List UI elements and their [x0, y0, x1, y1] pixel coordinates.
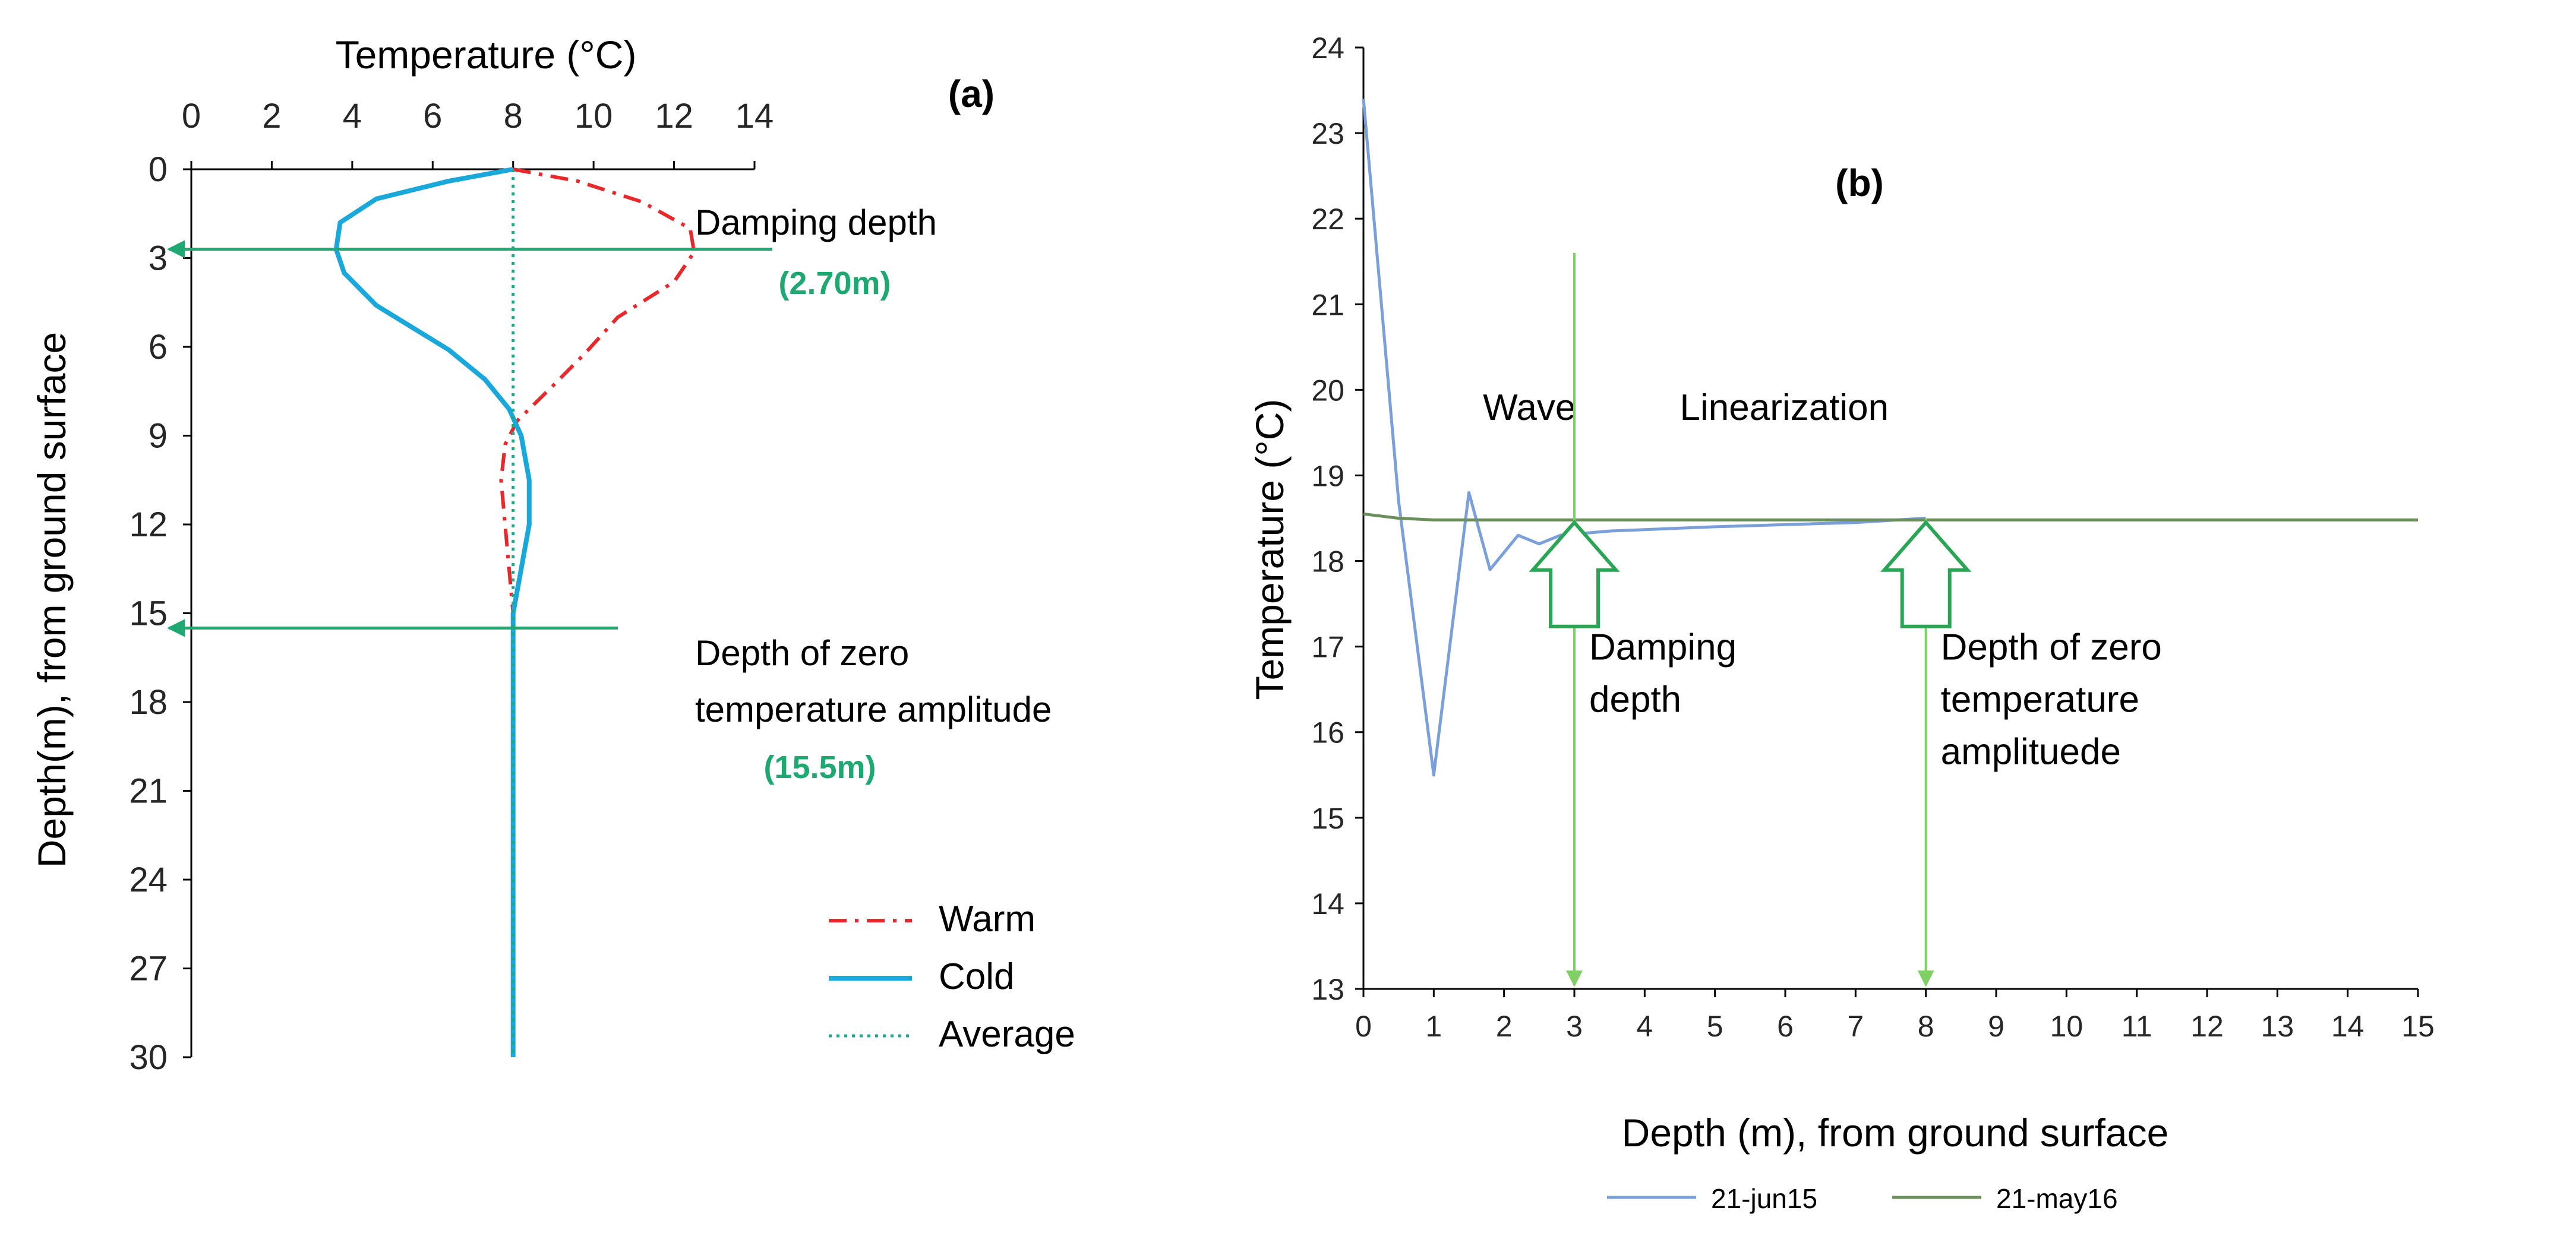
panel-b-marker-hollow-arrow: [1529, 520, 1620, 628]
panel-b-x-tick-label: 10: [2050, 1010, 2083, 1043]
panel-b-annotations: Wave Linearization Damping depth Depth of ze…: [1483, 252, 2162, 987]
panel-b-y-tick-label: 22: [1311, 203, 1344, 236]
panel-b-x-tick-label: 7: [1847, 1010, 1864, 1043]
panel-b-y-axis-title: Temperature (°C): [1248, 399, 1292, 700]
panel-b-marker-label-line: amplituede: [1941, 731, 2121, 772]
panel-b-label: (b): [1835, 162, 1884, 204]
panel-b-series-21-jun15: [1362, 99, 1926, 777]
annotation-zero-amplitude-label-line-2: temperature amplitude: [695, 690, 1052, 729]
panel-a-y-tick-label: 30: [129, 1038, 168, 1077]
panel-b-axes: 0 1 2 3 4 5 6 7 8 9 10 11 12 13 14 15131415161718192021…: [1311, 31, 2434, 1043]
panel-a-x-tick-label: 12: [655, 97, 693, 135]
panel-b-legend-label-21-jun15: 21-jun15: [1711, 1183, 1817, 1214]
panel-b-x-tick-label: 8: [1918, 1010, 1934, 1043]
panel-a-x-tick-label: 4: [343, 97, 362, 135]
panel-b-y-tick-label: 21: [1311, 288, 1344, 321]
panel-a-y-tick-label: 9: [149, 417, 168, 456]
panel-a-legend-label-average: Average: [939, 1014, 1075, 1055]
panel-b-marker-label-line: temperature: [1941, 679, 2139, 720]
panel-a-series-warm: [499, 167, 696, 1057]
panel-b-temperature-profile: (b) Depth (m), from ground surface Tempe…: [1248, 31, 2435, 1214]
panel-a-y-tick-label: 12: [129, 505, 168, 544]
panel-b-x-tick-label: 11: [2122, 1010, 2152, 1043]
panel-a-x-tick-label: 10: [574, 97, 613, 135]
panel-b-x-tick-label: 1: [1425, 1010, 1442, 1043]
panel-a-x-tick-label: 0: [182, 97, 201, 135]
panel-a-y-axis-title: Depth(m), from ground surface: [30, 332, 74, 868]
panel-b-x-tick-label: 2: [1496, 1010, 1513, 1043]
panel-b-legend-label-21-may16: 21-may16: [1996, 1183, 2118, 1214]
panel-a-x-tick-label: 14: [735, 97, 774, 135]
panel-a-annotations: Damping depth (2.70m) Depth of zero temp…: [167, 203, 1052, 785]
panel-b-y-tick-label: 20: [1311, 374, 1344, 407]
panel-b-x-tick-label: 5: [1707, 1010, 1723, 1043]
panel-b-x-tick-label: 3: [1566, 1010, 1583, 1043]
panel-b-marker-label-line: depth: [1589, 679, 1681, 720]
panel-a-legend-label-cold: Cold: [939, 956, 1015, 997]
panel-b-region-label-linearization: Linearization: [1680, 387, 1889, 428]
panel-b-x-tick-label: 14: [2331, 1010, 2365, 1043]
panel-b-y-tick-label: 14: [1311, 887, 1344, 921]
panel-b-x-tick-label: 0: [1355, 1010, 1372, 1043]
panel-a-y-tick-label: 15: [129, 595, 168, 633]
panel-a-legend: Warm Cold Average: [829, 899, 1075, 1055]
panel-b-x-tick-label: 13: [2261, 1010, 2294, 1043]
panel-b-region-label-wave: Wave: [1483, 387, 1576, 428]
panel-b-marker-label-line: Depth of zero: [1941, 627, 2162, 668]
panel-b-x-tick-label: 4: [1636, 1010, 1653, 1043]
panel-b-x-tick-label: 15: [2401, 1010, 2435, 1043]
panel-b-y-tick-label: 13: [1311, 973, 1344, 1006]
panel-a-series: [333, 167, 696, 1057]
panel-b-y-tick-label: 17: [1311, 631, 1344, 664]
panel-b-y-tick-label: 19: [1311, 459, 1344, 492]
panel-a-label: (a): [948, 72, 995, 115]
panel-b-y-tick-label: 23: [1311, 117, 1344, 150]
panel-b-legend: 21-jun15 21-may16: [1607, 1183, 2118, 1214]
annotation-damping-depth-label: Damping depth: [695, 203, 937, 242]
panel-b-marker-hollow-arrow: [1880, 520, 1972, 628]
panel-a-x-tick-label: 8: [504, 97, 523, 135]
panel-b-x-tick-label: 6: [1777, 1010, 1794, 1043]
panel-a-series-cold: [333, 167, 532, 1057]
annotation-zero-amplitude-label-line-1: Depth of zero: [695, 633, 909, 673]
panel-a-x-tick-label: 2: [262, 97, 281, 135]
panel-b-series-21-may16: [1363, 512, 2418, 521]
panel-a-y-tick-label: 27: [129, 950, 168, 988]
panel-a-y-tick-label: 18: [129, 683, 168, 722]
panel-a-y-tick-label: 21: [129, 772, 168, 811]
panel-b-series: [1362, 99, 2418, 777]
annotation-zero-amplitude-value: (15.5m): [763, 750, 876, 785]
panel-a-x-tick-label: 6: [423, 97, 442, 135]
panel-a-y-tick-label: 3: [149, 239, 168, 278]
panel-a-x-axis-title: Temperature (°C): [336, 33, 637, 77]
panel-a-y-tick-label: 0: [149, 150, 168, 189]
panel-b-x-tick-label: 12: [2190, 1010, 2224, 1043]
panel-b-y-tick-label: 16: [1311, 716, 1344, 750]
panel-b-y-tick-label: 15: [1311, 802, 1344, 835]
panel-b-x-axis-title: Depth (m), from ground surface: [1622, 1111, 2169, 1155]
panel-b-marker-label-line: Damping: [1589, 627, 1737, 668]
annotation-damping-depth-value: (2.70m): [778, 265, 891, 301]
panel-b-x-tick-label: 9: [1988, 1010, 2004, 1043]
panel-a-legend-label-warm: Warm: [939, 899, 1036, 940]
panel-b-y-tick-label: 24: [1311, 31, 1344, 65]
panel-b-y-tick-label: 18: [1311, 545, 1344, 579]
panel-a-y-tick-label: 24: [129, 861, 168, 899]
panel-a-depth-profile: (a) Temperature (°C) Depth(m), from grou…: [30, 33, 1075, 1077]
panel-a-y-tick-label: 6: [149, 328, 168, 366]
